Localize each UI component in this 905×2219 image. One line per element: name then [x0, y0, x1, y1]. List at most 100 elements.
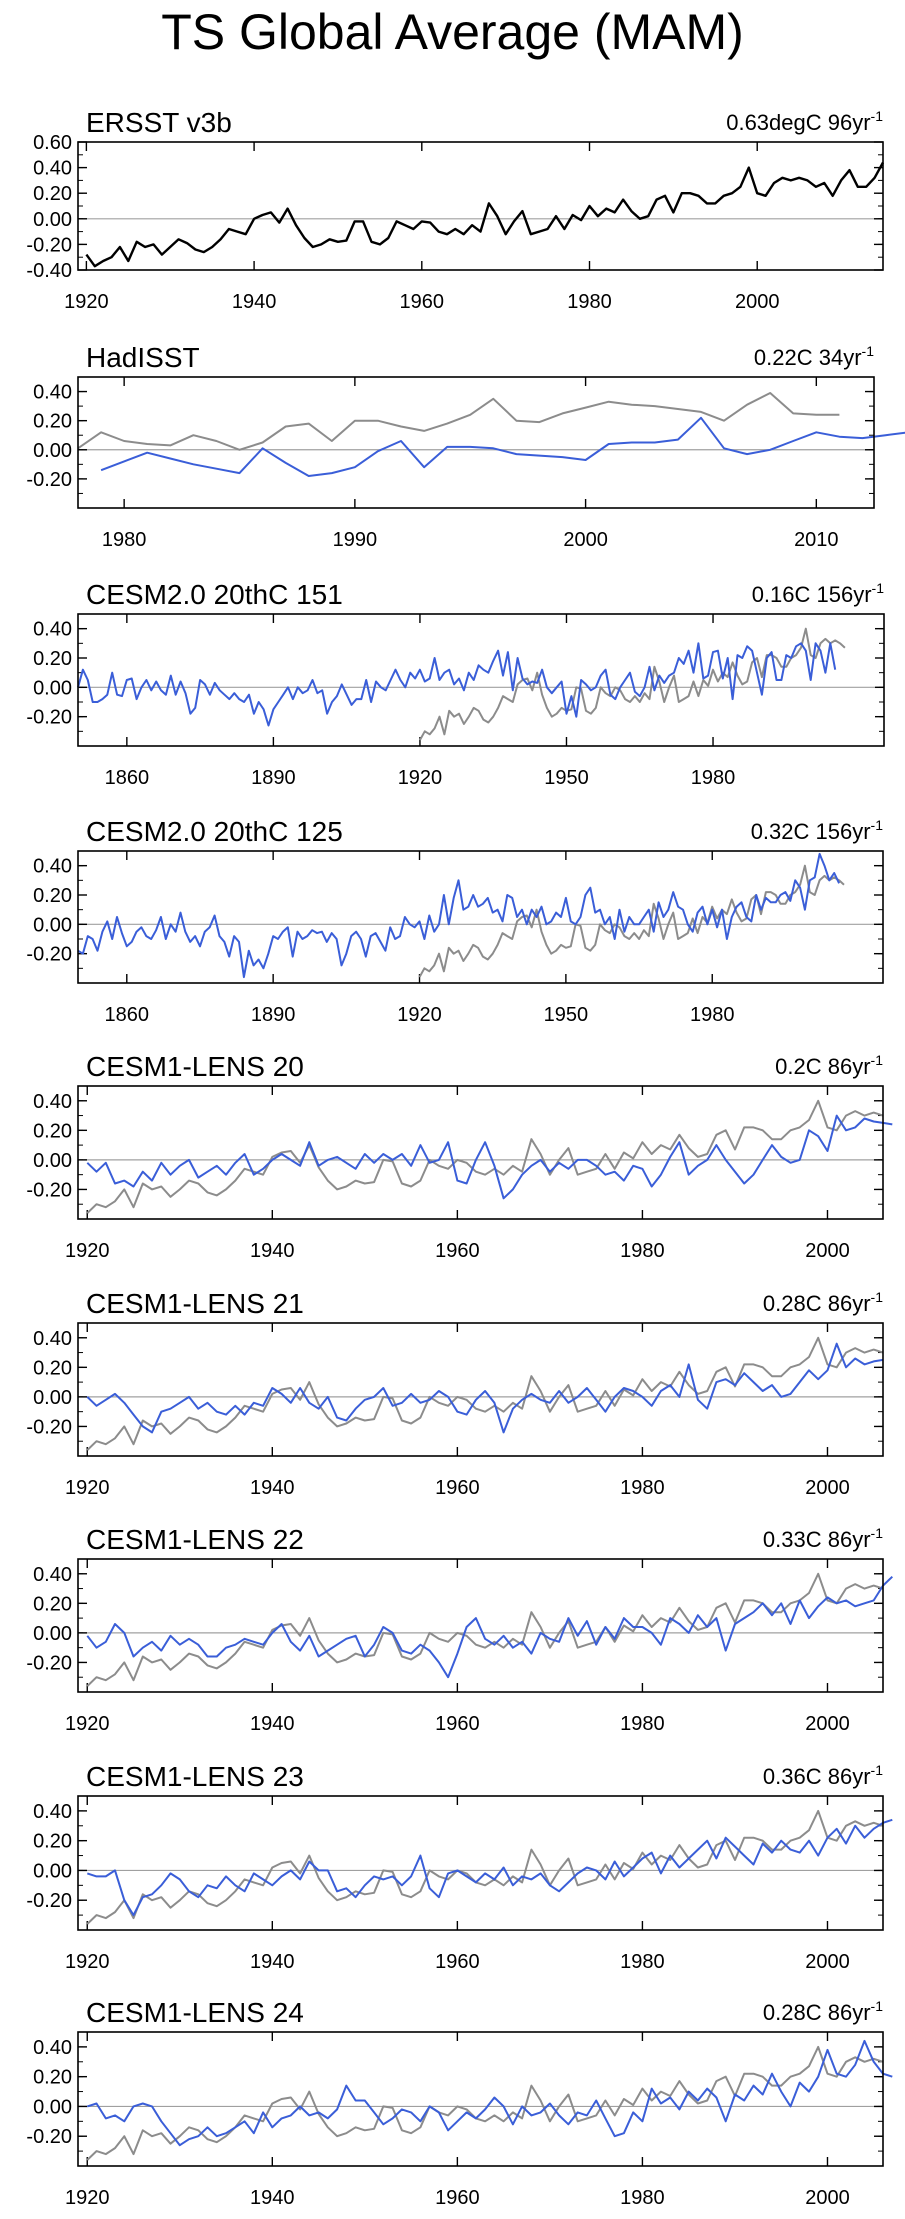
x-tick-label: 1980: [691, 767, 736, 789]
series-line-hadisst: [100, 416, 905, 477]
series-line-observed: [86, 1336, 884, 1451]
trend-label: 0.22C 34yr-1: [754, 343, 874, 370]
x-tick-label: 1980: [620, 1951, 665, 1973]
x-tick-label: 1920: [397, 1004, 442, 1026]
y-tick-label: -0.20: [26, 1416, 72, 1438]
plot-frame: [77, 141, 884, 271]
panel-title: CESM2.0 20thC 125: [86, 816, 343, 847]
x-tick-label: 1960: [400, 291, 445, 313]
series-line-observed: [86, 2045, 884, 2161]
trend-superscript: -1: [871, 1289, 884, 1305]
trend-label: 0.36C 86yr-1: [763, 1762, 883, 1789]
chart-panel-2: HadISST 0.22C 34yr-1 0.40 0.20 0.00 -0.20 1980…: [26, 342, 905, 551]
trend-superscript: -1: [862, 343, 875, 359]
x-tick-label: 1920: [64, 291, 109, 313]
chart-panel-4: CESM2.0 20thC 125 0.32C 156yr-1 0.40 0.20 0.…: [26, 816, 884, 1026]
y-tick-label: -0.40: [26, 260, 72, 282]
series-line-cesm1-lens-21: [86, 1342, 884, 1434]
y-tick-label: -0.20: [26, 1890, 72, 1912]
y-tick-label: 0.00: [33, 1387, 72, 1409]
y-tick-label: 0.20: [33, 1120, 72, 1142]
series-line-cesm1-lens-23: [86, 1818, 893, 1917]
figure-title: TS Global Average (MAM): [161, 4, 744, 60]
x-tick-label: 2000: [805, 1951, 850, 1973]
y-tick-label: 0.00: [33, 209, 72, 231]
y-tick-label: -0.20: [26, 707, 72, 729]
trend-label: 0.28C 86yr-1: [763, 1289, 883, 1316]
y-tick-label: -0.20: [26, 469, 72, 491]
x-tick-label: 1860: [105, 767, 150, 789]
x-tick-label: 1980: [620, 1477, 665, 1499]
y-tick-label: -0.20: [26, 944, 72, 966]
x-tick-label: 1940: [232, 291, 277, 313]
x-tick-label: 1860: [105, 1004, 150, 1026]
plot-frame: [77, 1558, 884, 1693]
x-tick-label: 1980: [102, 529, 147, 551]
panel-title: ERSST v3b: [86, 107, 232, 138]
y-tick-label: 0.00: [33, 1860, 72, 1882]
x-tick-label: 2010: [794, 529, 839, 551]
plot-frame: [77, 613, 885, 747]
plot-frame: [77, 1322, 884, 1457]
series-line-observed: [419, 627, 846, 741]
y-tick-label: 0.40: [33, 856, 72, 878]
y-tick-label: 0.00: [33, 677, 72, 699]
trend-superscript: -1: [871, 817, 884, 833]
plot-frame: [77, 850, 884, 984]
y-tick-label: -0.20: [26, 1179, 72, 1201]
y-tick-label: 0.00: [33, 1150, 72, 1172]
x-tick-label: 2000: [805, 1240, 850, 1262]
y-tick-label: 0.20: [33, 648, 72, 670]
x-tick-label: 2000: [805, 1713, 850, 1735]
x-tick-label: 2000: [563, 529, 608, 551]
y-tick-label: 0.40: [33, 1091, 72, 1113]
series-line-cesm2-0-151: [77, 642, 837, 727]
series-line-observed: [418, 864, 845, 978]
y-tick-label: 0.20: [33, 411, 72, 433]
y-tick-label: 0.00: [33, 1623, 72, 1645]
y-tick-label: -0.20: [26, 234, 72, 256]
trend-superscript: -1: [871, 1762, 884, 1778]
series-line-observed: [86, 1099, 884, 1214]
x-tick-label: 2000: [805, 2187, 850, 2209]
x-tick-label: 1980: [620, 1240, 665, 1262]
x-tick-label: 1990: [333, 529, 378, 551]
x-tick-label: 1920: [65, 1951, 110, 1973]
y-tick-label: 0.40: [33, 1564, 72, 1586]
plot-frame: [77, 376, 875, 509]
series-line-cesm1-lens-22: [86, 1575, 893, 1679]
y-tick-label: -0.20: [26, 1652, 72, 1674]
x-tick-label: 1890: [251, 1004, 296, 1026]
x-tick-label: 1960: [435, 2187, 480, 2209]
y-tick-label: 0.40: [33, 382, 72, 404]
y-tick-label: 0.20: [33, 1357, 72, 1379]
panel-title: CESM1-LENS 21: [86, 1288, 304, 1319]
trend-label: 0.2C 86yr-1: [775, 1052, 883, 1079]
panel-title: CESM1-LENS 20: [86, 1051, 304, 1082]
chart-panel-5: CESM1-LENS 20 0.2C 86yr-1 0.40 0.20 0.00 -0.2…: [26, 1051, 893, 1262]
series-line-observed: [86, 1809, 884, 1925]
trend-superscript: -1: [871, 1525, 884, 1541]
trend-label: 0.28C 86yr-1: [763, 1998, 883, 2025]
chart-panel-7: CESM1-LENS 22 0.33C 86yr-1 0.40 0.20 0.00 -0.…: [26, 1524, 893, 1735]
y-tick-label: 0.40: [33, 1328, 72, 1350]
chart-panel-3: CESM2.0 20thC 151 0.16C 156yr-1 0.40 0.20 0.…: [26, 579, 885, 789]
y-tick-label: 0.00: [33, 440, 72, 462]
panel-title: CESM1-LENS 22: [86, 1524, 304, 1555]
x-tick-label: 1950: [544, 767, 589, 789]
panel-title: HadISST: [86, 342, 200, 373]
chart-panel-1: ERSST v3b 0.63degC 96yr-1 0.60 0.40 0.20 0.00…: [26, 107, 885, 313]
chart-panel-6: CESM1-LENS 21 0.28C 86yr-1 0.40 0.20 0.00 -0.…: [26, 1288, 884, 1499]
x-tick-label: 1960: [435, 1240, 480, 1262]
y-tick-label: 0.40: [33, 158, 72, 180]
x-tick-label: 1940: [250, 2187, 295, 2209]
x-tick-label: 1940: [250, 1713, 295, 1735]
x-tick-label: 1950: [544, 1004, 589, 1026]
x-tick-label: 1940: [250, 1477, 295, 1499]
y-tick-label: 0.40: [33, 1801, 72, 1823]
x-tick-label: 1960: [435, 1477, 480, 1499]
trend-superscript: -1: [872, 580, 885, 596]
x-tick-label: 1920: [65, 1477, 110, 1499]
y-tick-label: 0.40: [33, 619, 72, 641]
